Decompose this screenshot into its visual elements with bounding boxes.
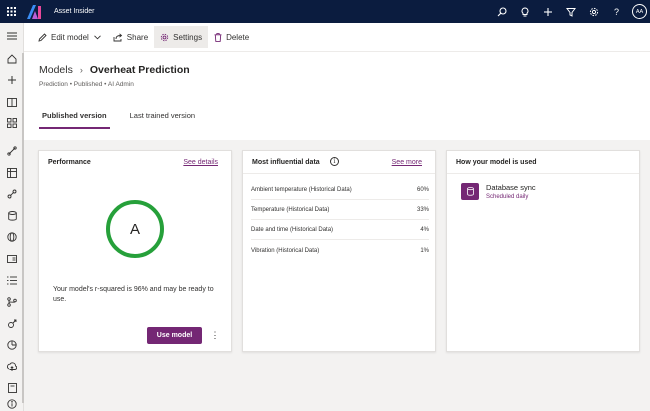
globe-icon[interactable] (4, 230, 20, 244)
connections-icon[interactable] (4, 187, 20, 201)
left-rail (0, 23, 24, 411)
avatar[interactable]: AA (632, 4, 647, 19)
info-icon[interactable]: i (330, 157, 339, 166)
filter-icon[interactable] (559, 0, 582, 23)
influential-data-card: Most influential data i See more Ambient… (242, 150, 436, 352)
app-logo-icon (22, 0, 46, 23)
list-item: Temperature (Historical Data) 33% (251, 201, 429, 220)
influential-title: Most influential data (252, 159, 320, 166)
feature-name: Ambient temperature (Historical Data) (251, 187, 352, 193)
list-icon[interactable] (4, 273, 20, 287)
pencil-icon (38, 32, 47, 42)
performance-card: Performance See details A Your model's r… (38, 150, 232, 352)
home-icon[interactable] (4, 52, 20, 66)
feature-value: 1% (420, 247, 429, 254)
performance-description: Your model's r-squared is 96% and may be… (53, 286, 214, 303)
card-divider (243, 173, 435, 174)
feature-name: Date and time (Historical Data) (251, 227, 334, 233)
model-meta: Prediction • Published • AI Admin (39, 81, 134, 88)
see-more-link[interactable]: See more (391, 159, 422, 166)
usage-title: How your model is used (456, 159, 537, 166)
share-label: Share (126, 32, 149, 42)
waffle-icon[interactable] (0, 0, 22, 23)
flows-icon[interactable] (4, 144, 20, 158)
help-icon[interactable]: ? (613, 6, 619, 17)
upload-icon[interactable] (4, 360, 20, 374)
share-button[interactable]: Share (107, 26, 154, 48)
card-divider (447, 173, 639, 174)
info-circle-icon[interactable] (4, 397, 20, 411)
feature-name: Vibration (Historical Data) (251, 247, 320, 254)
grade-ring: A (106, 200, 164, 258)
edit-model-label: Edit model (51, 32, 89, 42)
create-icon[interactable] (4, 73, 20, 87)
feature-value: 33% (416, 207, 429, 213)
settings-gear-icon (160, 33, 169, 41)
learn-icon[interactable] (4, 95, 20, 109)
tab-published-version[interactable]: Published version (39, 108, 110, 129)
list-item: Vibration (Historical Data) 1% (251, 241, 429, 260)
usage-item-name[interactable]: Database sync (486, 183, 536, 192)
branch-icon[interactable] (4, 295, 20, 309)
trash-icon (214, 32, 222, 42)
rail-scrollbar[interactable] (22, 53, 24, 403)
performance-title: Performance (48, 159, 91, 166)
edit-model-button[interactable]: Edit model (32, 26, 107, 48)
id-card-icon[interactable] (4, 252, 20, 266)
grade-value: A (129, 220, 140, 238)
settings-label: Settings (173, 32, 203, 42)
gear-icon[interactable] (582, 0, 605, 23)
tables-icon[interactable] (4, 166, 20, 180)
delete-label: Delete (226, 32, 250, 42)
see-details-link[interactable]: See details (183, 159, 218, 166)
ai-models-icon[interactable] (4, 317, 20, 331)
usage-item-schedule: Scheduled daily (486, 194, 529, 200)
feature-value: 4% (420, 227, 429, 233)
database-sync-icon (461, 183, 479, 200)
usage-card: How your model is used Database sync Sch… (446, 150, 640, 352)
chevron-down-icon (93, 34, 101, 39)
more-options-icon[interactable]: ⋮ (210, 330, 220, 340)
apps-icon[interactable] (4, 116, 20, 130)
database-icon[interactable] (4, 209, 20, 223)
page-header: Models › Overheat Prediction Prediction … (24, 52, 650, 140)
feature-name: Temperature (Historical Data) (251, 207, 330, 213)
list-item: Ambient temperature (Historical Data) 60… (251, 181, 429, 200)
lightbulb-icon[interactable] (513, 0, 536, 23)
tab-last-trained-version[interactable]: Last trained version (129, 111, 196, 120)
chart-icon[interactable] (4, 338, 20, 352)
top-bar: Asset Insider ? AA (0, 0, 650, 23)
command-bar: Edit model Share Settings Delete (24, 23, 650, 52)
use-model-button[interactable]: Use model (147, 327, 202, 344)
delete-button[interactable]: Delete (208, 26, 255, 48)
hamburger-icon[interactable] (4, 29, 20, 43)
page-title: Overheat Prediction (89, 64, 190, 76)
share-icon (113, 32, 122, 41)
breadcrumb: Models › Overheat Prediction (39, 64, 190, 76)
feature-value: 60% (416, 187, 429, 193)
book-icon[interactable] (4, 381, 20, 395)
app-title: Asset Insider (54, 8, 95, 15)
breadcrumb-models-link[interactable]: Models (39, 64, 73, 76)
search-icon[interactable] (490, 0, 513, 23)
chevron-right-icon: › (79, 65, 83, 75)
settings-button[interactable]: Settings (154, 26, 209, 48)
list-item: Date and time (Historical Data) 4% (251, 221, 429, 240)
plus-icon[interactable] (536, 0, 559, 23)
version-tabs: Published version Last trained version (39, 108, 215, 129)
